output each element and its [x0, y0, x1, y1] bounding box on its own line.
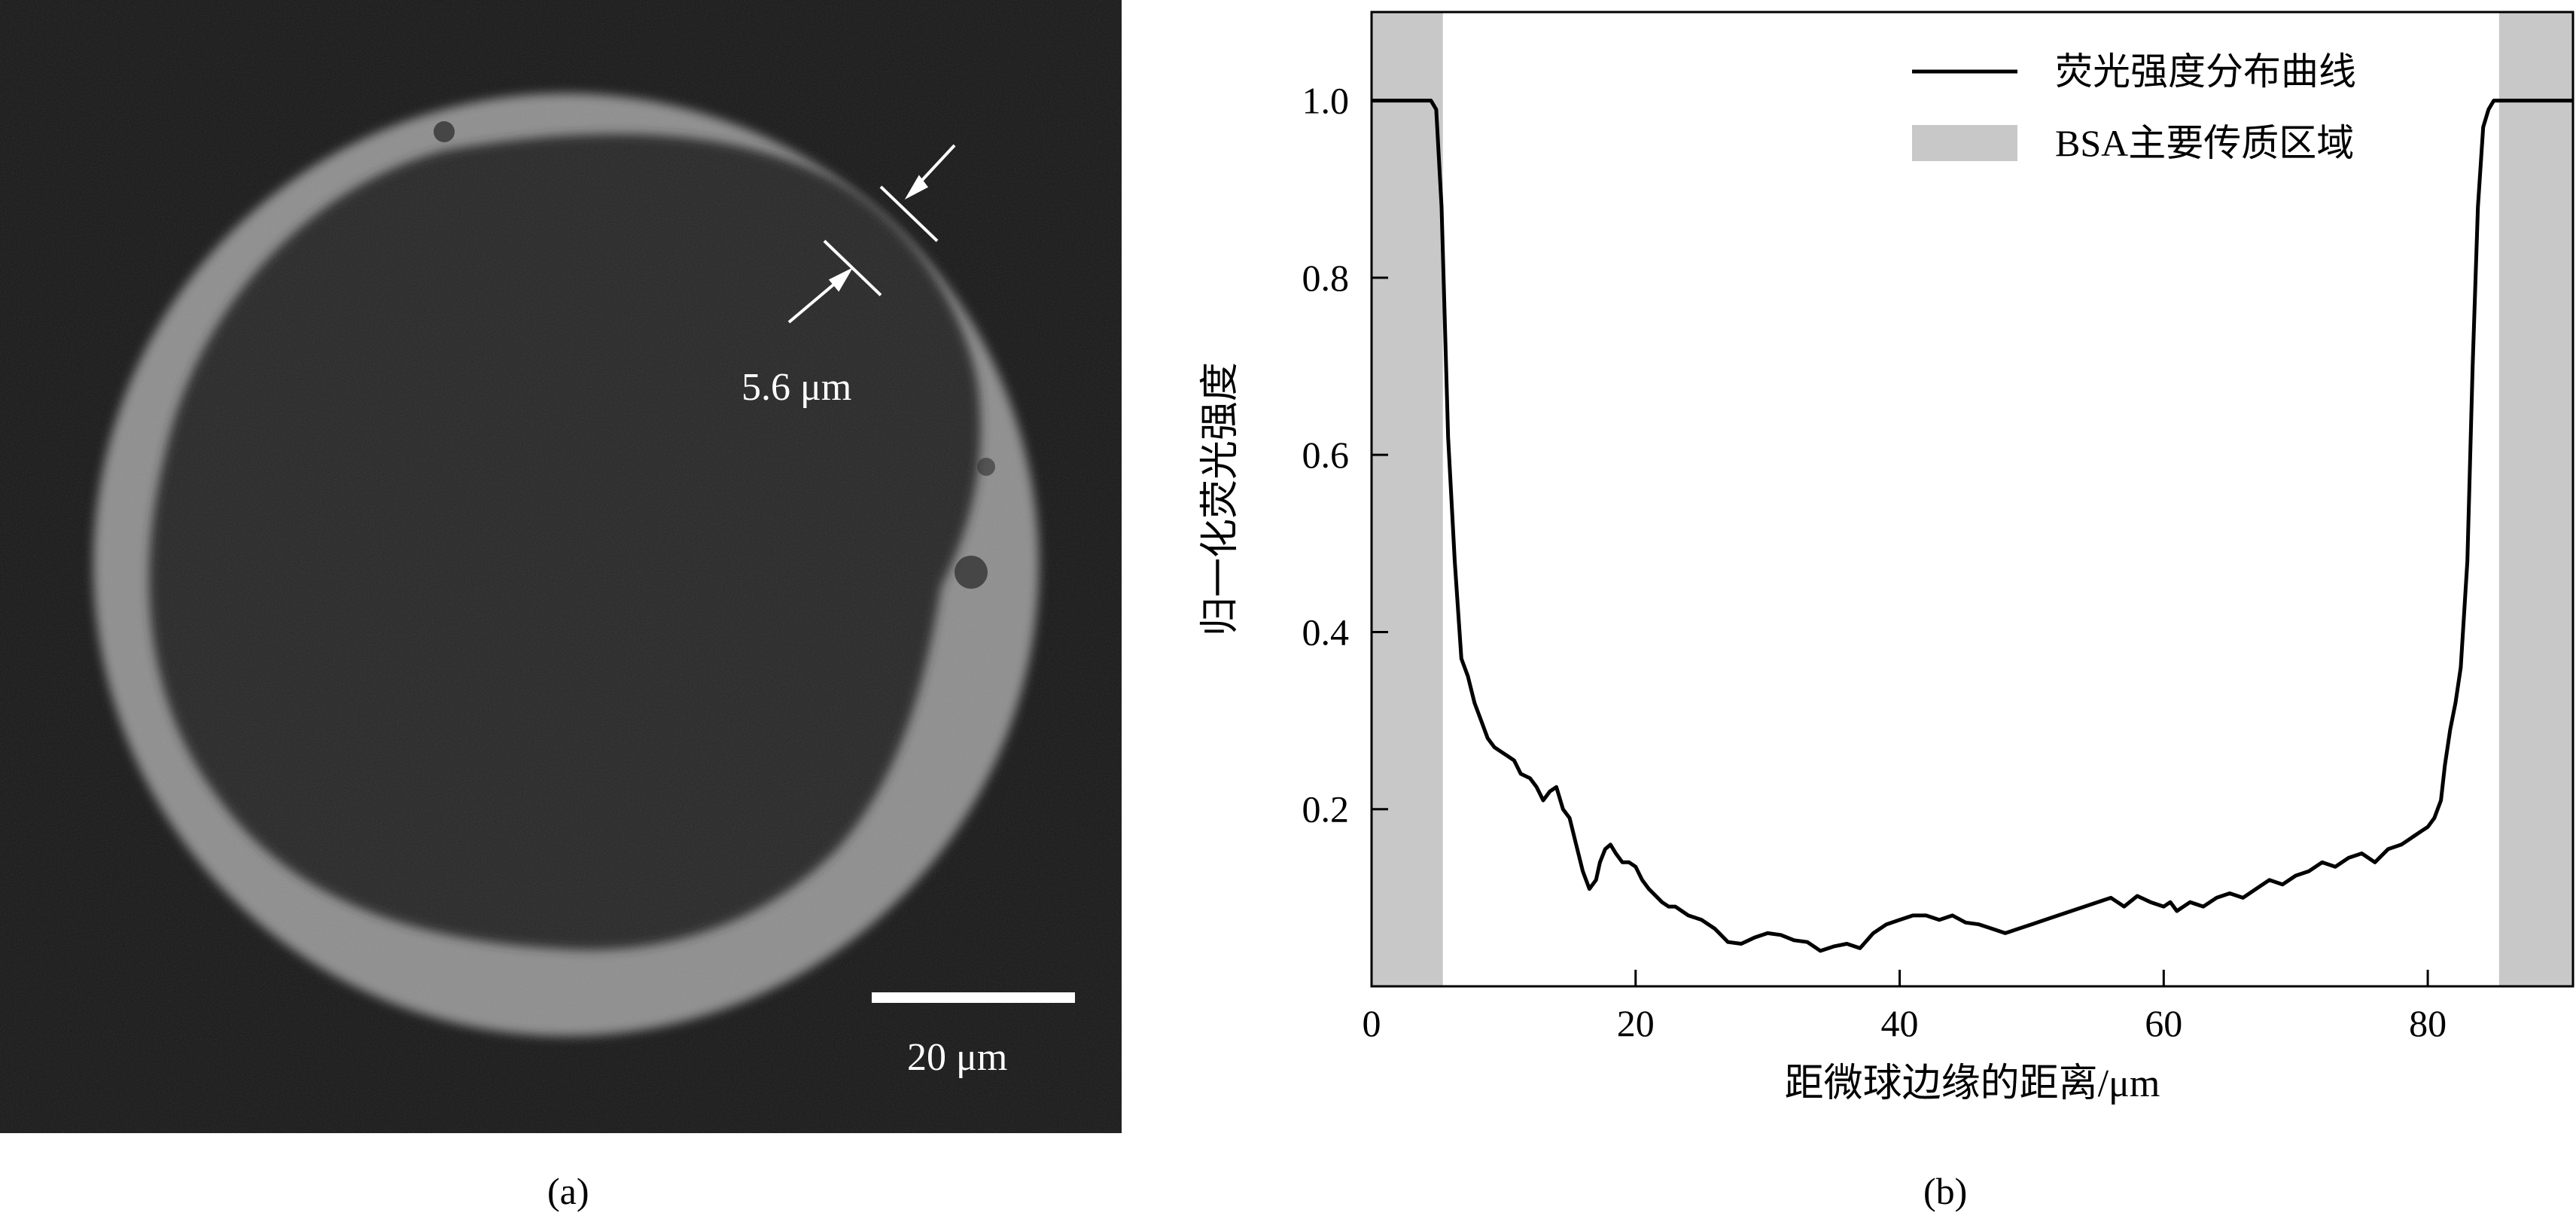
axis-labels: 0 20 40 60 80 0.2 0.4 0.6 0.8 1.0 距微球边缘的距离/μm 归一化荧光…	[1199, 80, 2447, 1105]
x-tick-label: 20	[1617, 1002, 1655, 1044]
scale-bar	[872, 992, 1075, 1003]
legend-label-curve: 荧光强度分布曲线	[2055, 50, 2356, 93]
series-line-1	[1372, 99, 2573, 953]
panel-a-caption: (a)	[547, 1170, 589, 1212]
defect-spot	[434, 121, 455, 142]
x-tick-label: 40	[1881, 1002, 1919, 1044]
x-tick-label: 0	[1363, 1002, 1381, 1044]
defect-spot	[955, 556, 988, 589]
plot-frame	[1370, 11, 2574, 988]
x-tick-label: 80	[2409, 1002, 2447, 1044]
shaded-regions	[1372, 12, 2573, 986]
y-tick-label: 0.2	[1302, 788, 1350, 830]
y-tick-label: 0.8	[1302, 257, 1350, 299]
axes	[1370, 11, 2574, 988]
defect-spot	[977, 458, 995, 476]
arrow-outer-head	[904, 175, 929, 200]
scale-bar-label: 20 μm	[907, 1036, 1008, 1079]
legend: 荧光强度分布曲线 BSA主要传质区域	[1912, 50, 2356, 164]
y-tick-label: 0.4	[1302, 611, 1350, 653]
shaded-region-1	[1372, 12, 1443, 986]
tick-outer	[879, 185, 939, 242]
x-tick-label: 60	[2145, 1002, 2182, 1044]
micrograph-panel: 5.6 μm 20 μm	[0, 0, 1122, 1133]
thickness-marker	[787, 144, 956, 324]
legend-shade-swatch	[1912, 125, 2017, 161]
legend-label-region: BSA主要传质区域	[2055, 122, 2354, 164]
y-tick-label: 0.6	[1302, 434, 1350, 476]
shaded-region-2	[2498, 12, 2573, 986]
noise-texture	[0, 0, 1122, 1133]
x-axis-label: 距微球边缘的距离/μm	[1785, 1062, 2160, 1105]
thickness-label: 5.6 μm	[741, 366, 852, 409]
series	[1372, 99, 2573, 953]
y-axis-label: 归一化荧光强度	[1199, 362, 1242, 636]
y-tick-label: 1.0	[1302, 80, 1350, 122]
arrow-inner-head	[828, 267, 854, 292]
panel-b-caption: (b)	[1923, 1170, 1968, 1212]
intensity-chart: 荧光强度分布曲线 BSA主要传质区域 0 20 40 60 80 0.2 0.4 0.6 0.8 1…	[1199, 11, 2574, 1105]
micrograph-image	[0, 0, 1122, 1133]
arrow-inner-line	[787, 276, 843, 324]
